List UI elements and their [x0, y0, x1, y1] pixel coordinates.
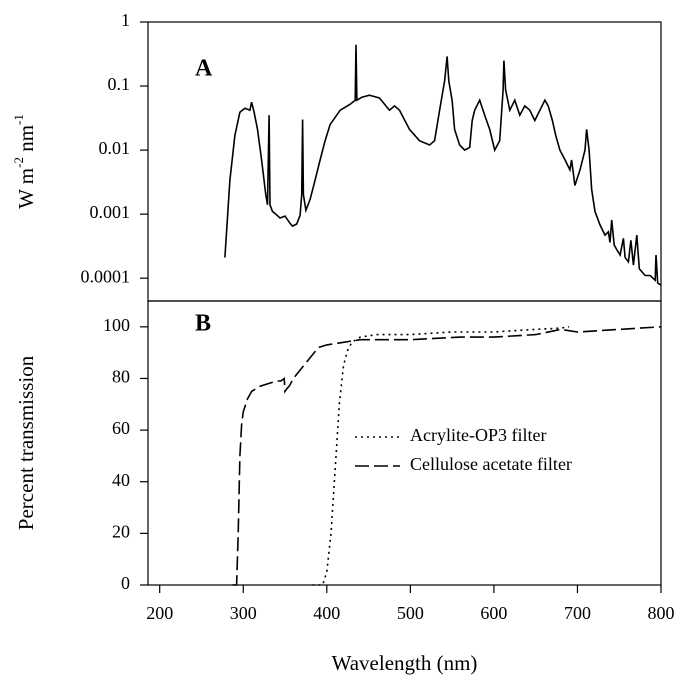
- plot-frame: [147, 300, 662, 586]
- y-label-text: nm: [14, 125, 38, 157]
- y-tick-label: 20: [112, 521, 130, 541]
- y-label-superscript: -1: [11, 114, 26, 125]
- y-tick-label: 0.01: [99, 138, 131, 158]
- plot-frame: [147, 21, 662, 302]
- x-tick-label: 700: [564, 603, 591, 623]
- y-axis-label: W m-2 nm-1: [11, 114, 37, 209]
- y-label-text: Percent transmission: [14, 355, 38, 530]
- legend-label: Acrylite-OP3 filter: [410, 425, 546, 445]
- data-line: [232, 326, 662, 586]
- legend-label: Cellulose acetate filter: [410, 454, 572, 474]
- y-tick-label: 0.001: [90, 202, 131, 222]
- panel-label: B: [195, 311, 211, 337]
- x-axis-label: Wavelength (nm): [332, 651, 478, 675]
- x-tick-label: 800: [648, 603, 675, 623]
- data-line: [312, 326, 570, 586]
- y-tick-label: 40: [112, 470, 130, 490]
- x-tick-label: 200: [146, 603, 173, 623]
- y-tick-label: 0.0001: [81, 266, 131, 286]
- y-axis-label: Percent transmission: [14, 355, 38, 530]
- x-tick-label: 500: [397, 603, 424, 623]
- y-tick-label: 60: [112, 418, 130, 438]
- x-tick-label: 600: [480, 603, 507, 623]
- data-line: [224, 44, 662, 286]
- y-tick-label: 1: [121, 10, 130, 30]
- x-tick-label: 300: [230, 603, 257, 623]
- y-tick-label: 100: [103, 315, 130, 335]
- panel-label: A: [195, 56, 213, 82]
- y-tick-label: 80: [112, 367, 130, 387]
- y-label-superscript: -2: [11, 157, 26, 168]
- y-tick-label: 0.1: [108, 74, 131, 94]
- x-tick-label: 400: [313, 603, 340, 623]
- y-label-text: W m: [14, 168, 38, 209]
- y-tick-label: 0: [121, 573, 130, 593]
